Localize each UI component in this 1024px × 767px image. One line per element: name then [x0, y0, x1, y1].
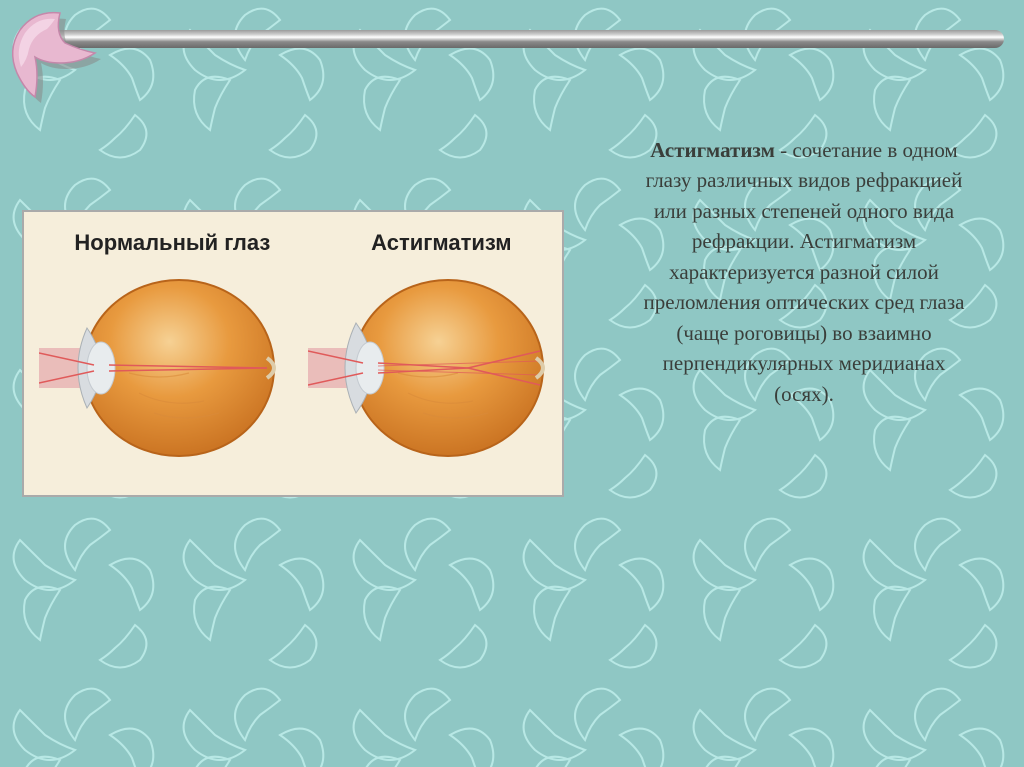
- eye-diagram: Нормальный глаз Астигматизм: [22, 210, 564, 497]
- title-separator: -: [775, 138, 793, 162]
- astigmatism-eye-illustration: [308, 273, 548, 463]
- corner-boomerang-icon: [5, 5, 115, 115]
- slide-body: сочетание в одном глазу различных видов …: [644, 138, 965, 406]
- diagram-right-label: Астигматизм: [371, 230, 511, 256]
- decorative-top-bar: [20, 30, 1004, 48]
- diagram-left-label: Нормальный глаз: [74, 230, 270, 256]
- normal-eye-illustration: [39, 273, 279, 463]
- description-text: Астигматизм - сочетание в одном глазу ра…: [634, 135, 974, 409]
- slide-title: Астигматизм: [650, 138, 775, 162]
